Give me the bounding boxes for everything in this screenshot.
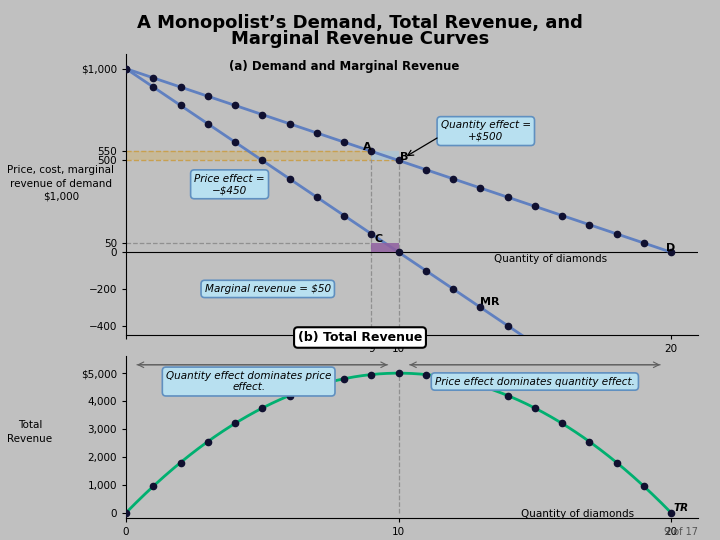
Text: C: C <box>374 234 382 244</box>
Text: Quantity effect =
+$500: Quantity effect = +$500 <box>441 120 531 142</box>
Bar <box>372 243 399 252</box>
Text: Quantity effect dominates price
effect.: Quantity effect dominates price effect. <box>166 371 331 393</box>
Text: A: A <box>363 142 372 152</box>
Text: Marginal revenue = $50: Marginal revenue = $50 <box>204 284 330 294</box>
Text: Quantity of diamonds: Quantity of diamonds <box>494 254 607 264</box>
Text: Price effect =
−$450: Price effect = −$450 <box>194 173 265 195</box>
Text: TR: TR <box>674 503 689 512</box>
Text: D: D <box>666 243 675 253</box>
Text: MR: MR <box>480 298 500 307</box>
Bar <box>372 151 399 160</box>
Text: (b) Total Revenue: (b) Total Revenue <box>298 331 422 344</box>
Text: 9 of 17: 9 of 17 <box>665 527 698 537</box>
Text: Quantity of diamonds: Quantity of diamonds <box>521 509 634 519</box>
Text: Price effect dominates quantity effect.: Price effect dominates quantity effect. <box>435 376 635 387</box>
Bar <box>126 151 372 160</box>
Text: B: B <box>400 152 408 161</box>
Text: Marginal Revenue Curves: Marginal Revenue Curves <box>231 30 489 48</box>
Text: Price, cost, marginal
revenue of demand
$1,000: Price, cost, marginal revenue of demand … <box>7 165 114 202</box>
Text: Total
Revenue: Total Revenue <box>7 421 53 443</box>
Text: A Monopolist’s Demand, Total Revenue, and: A Monopolist’s Demand, Total Revenue, an… <box>137 14 583 31</box>
Text: (a) Demand and Marginal Revenue: (a) Demand and Marginal Revenue <box>229 59 459 72</box>
